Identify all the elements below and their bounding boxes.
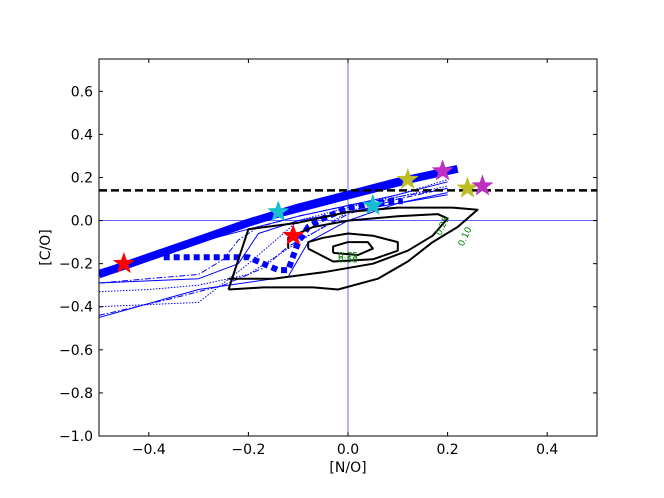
star-marker-1	[112, 251, 136, 274]
axis-ticks: −0.4 −0.2 0.0 0.2 0.4 −1.0 −0.8 −0.6 −0.4 −0.2 0.0…	[59, 59, 597, 458]
star-marker-2	[282, 223, 305, 246]
density-contour-0.50	[307, 232, 399, 263]
y-tick-label: 0.0	[71, 214, 93, 230]
model-track-5	[99, 194, 448, 284]
y-tick-label: −0.6	[59, 343, 93, 359]
star-marker-5	[396, 167, 419, 190]
x-tick-label: 0.4	[536, 442, 558, 458]
x-tick-label: −0.2	[231, 442, 265, 458]
y-tick-label: −0.8	[59, 386, 93, 402]
star-marker-4	[361, 193, 385, 216]
star-marker-7	[431, 159, 454, 181]
contour-label-0.10: 0.10	[457, 226, 475, 249]
y-tick-label: 0.4	[71, 127, 93, 143]
contour-label-0.25: 0.25	[435, 215, 453, 237]
star-marker-8	[471, 174, 494, 196]
density-contour-0.25	[228, 213, 449, 280]
y-tick-label: −1.0	[59, 429, 93, 445]
density-contour-0.10	[227, 206, 479, 291]
axis-labels: [N/O] [C/O]	[38, 229, 367, 476]
contour-label-0.50: 0.50	[338, 256, 358, 266]
y-tick-label: 0.2	[71, 170, 93, 186]
plot-area: 0.100.25 0.750.50	[99, 59, 597, 436]
x-tick-label: 0.0	[337, 442, 359, 458]
x-tick-label: 0.2	[436, 442, 458, 458]
model-track-9	[99, 185, 448, 293]
star-marker-3	[267, 200, 290, 222]
model-track-6	[99, 179, 448, 308]
y-tick-label: 0.6	[71, 84, 93, 100]
y-tick-label: −0.2	[59, 257, 93, 273]
y-tick-label: −0.4	[59, 300, 93, 316]
star-marker-6	[456, 176, 479, 198]
contour-label-0.75: 0.75	[338, 251, 358, 261]
y-axis-label: [C/O]	[38, 229, 54, 265]
model-track-10	[163, 198, 403, 274]
x-tick-label: −0.4	[132, 442, 166, 458]
x-axis-label: [N/O]	[329, 460, 366, 476]
density-contour-0.75	[332, 241, 374, 256]
